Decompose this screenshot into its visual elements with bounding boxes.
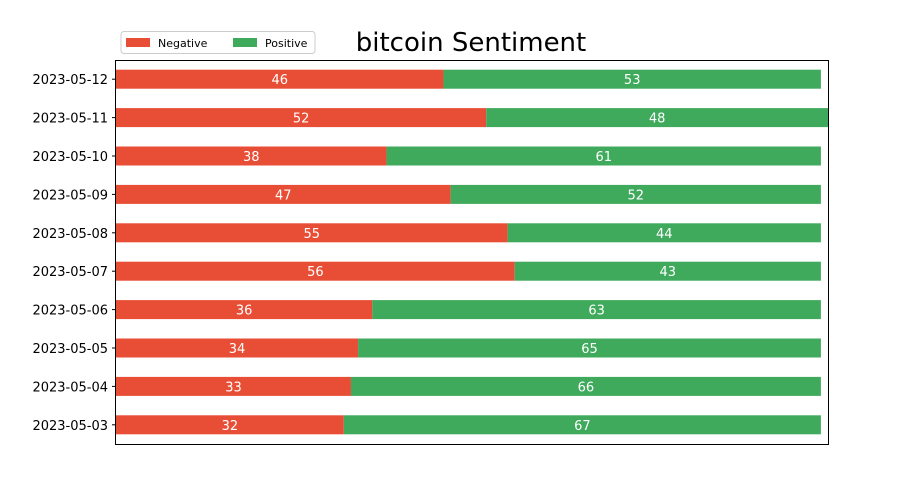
bar-negative-2023-05-08: [116, 223, 508, 243]
bar-value-label: 56: [307, 265, 324, 280]
bar-value-label: 61: [595, 150, 612, 165]
legend-swatch-negative: [126, 38, 150, 47]
bar-negative-2023-05-05: [116, 338, 359, 358]
plot-frame: [115, 60, 829, 445]
legend-label-negative: Negative: [158, 37, 208, 50]
bar-value-label: 65: [581, 342, 598, 357]
bar-negative-2023-05-07: [116, 261, 515, 281]
bar-positive-2023-05-03: [343, 415, 821, 435]
bar-value-label: 52: [293, 112, 310, 127]
y-tick-label: 2023-05-06: [32, 304, 108, 319]
bar-positive-2023-05-09: [450, 184, 821, 204]
bar-value-label: 34: [229, 342, 246, 357]
y-tick-label: 2023-05-10: [32, 150, 108, 165]
bar-value-label: 48: [649, 112, 666, 127]
bar-positive-2023-05-05: [358, 338, 821, 358]
y-tick-label: 2023-05-08: [32, 227, 108, 242]
y-tick-label: 2023-05-09: [32, 188, 108, 203]
y-tick-label: 2023-05-11: [32, 112, 108, 127]
bars: 46 53 52 48 38 61 47 52 55 44 56 43 36 63 34 65 33 66 32 67: [116, 69, 828, 435]
bar-value-label: 52: [627, 188, 644, 203]
bar-negative-2023-05-11: [116, 108, 487, 128]
bar-positive-2023-05-08: [507, 223, 821, 243]
bar-value-label: 63: [588, 304, 605, 319]
bar-value-label: 36: [236, 304, 253, 319]
bar-value-label: 44: [656, 227, 673, 242]
bar-value-label: 47: [275, 188, 292, 203]
bar-negative-2023-05-10: [116, 146, 387, 166]
bar-value-label: 43: [660, 265, 677, 280]
bar-value-label: 55: [304, 227, 321, 242]
bar-value-label: 66: [578, 380, 595, 395]
legend-label-positive: Positive: [265, 37, 308, 50]
y-tick-label: 2023-05-12: [32, 73, 108, 88]
bar-value-label: 67: [574, 419, 591, 434]
bar-negative-2023-05-12: [116, 69, 444, 89]
bar-negative-2023-05-03: [116, 415, 344, 435]
bar-negative-2023-05-06: [116, 300, 373, 320]
bar-value-label: 33: [225, 380, 242, 395]
bar-negative-2023-05-09: [116, 184, 451, 204]
bar-value-label: 38: [243, 150, 260, 165]
bar-positive-2023-05-11: [486, 108, 828, 128]
legend: Negative Positive: [120, 31, 316, 54]
legend-swatch-positive: [233, 38, 257, 47]
bar-positive-2023-05-06: [372, 300, 821, 320]
bar-positive-2023-05-07: [514, 261, 821, 281]
bar-positive-2023-05-04: [350, 376, 821, 396]
bar-value-label: 32: [222, 419, 239, 434]
bar-value-label: 46: [271, 73, 288, 88]
bar-positive-2023-05-12: [443, 69, 821, 89]
chart-title: bitcoin Sentiment: [356, 28, 586, 58]
bar-positive-2023-05-10: [386, 146, 821, 166]
y-tick-label: 2023-05-05: [32, 342, 108, 357]
y-tick-label: 2023-05-03: [32, 419, 108, 434]
y-tick-label: 2023-05-07: [32, 265, 108, 280]
y-axis-ticks: 2023-05-12 2023-05-11 2023-05-10 2023-05-09…: [32, 73, 116, 434]
bar-value-label: 53: [624, 73, 641, 88]
bar-negative-2023-05-04: [116, 376, 351, 396]
y-tick-label: 2023-05-04: [32, 380, 108, 395]
legend-frame: [120, 31, 316, 54]
